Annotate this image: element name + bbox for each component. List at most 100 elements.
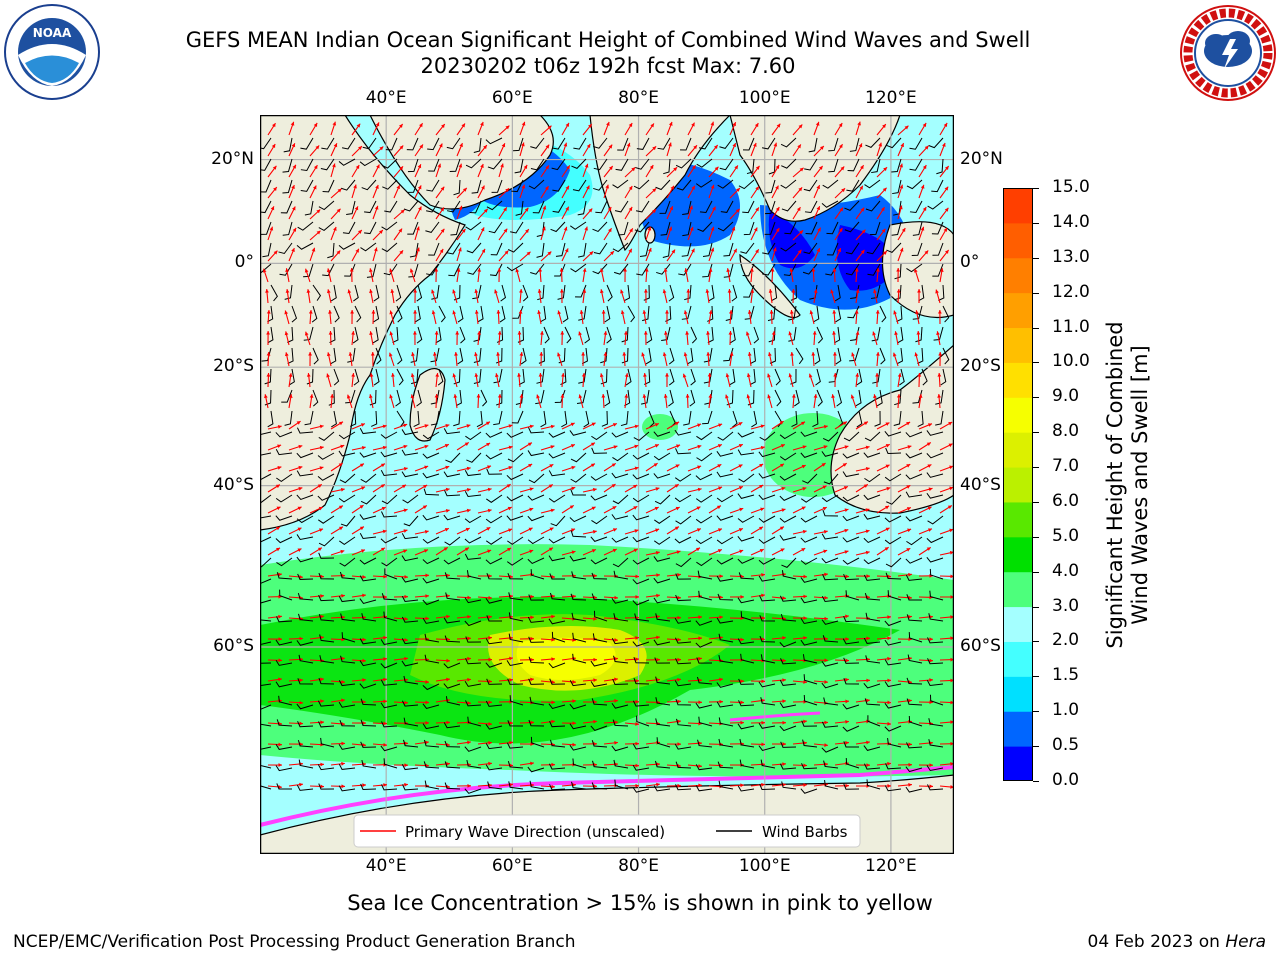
wave-arrow-head bbox=[340, 549, 345, 554]
lon-tick-label: 120°E bbox=[865, 856, 917, 876]
wind-barb bbox=[737, 515, 755, 523]
wind-barb bbox=[401, 616, 419, 623]
wind-barb bbox=[435, 326, 442, 344]
wave-arrow-head bbox=[390, 289, 395, 293]
wave-arrow-head bbox=[708, 394, 713, 398]
wind-barb bbox=[795, 347, 804, 365]
wave-arrow-head bbox=[845, 783, 849, 788]
wind-barb bbox=[864, 473, 881, 483]
wind-barb bbox=[444, 761, 461, 769]
wave-arrow-head bbox=[761, 679, 765, 684]
wind-barb bbox=[668, 284, 675, 302]
wave-arrow-head bbox=[714, 166, 719, 171]
wind-barb bbox=[716, 536, 734, 545]
wave-arrow-head bbox=[800, 421, 805, 426]
wave-arrow-head bbox=[551, 680, 555, 684]
wave-arrow-head bbox=[761, 573, 765, 577]
wave-arrow-head bbox=[276, 506, 281, 511]
wind-barb bbox=[846, 179, 860, 192]
wave-arrow-head bbox=[676, 550, 681, 554]
wind-barb bbox=[548, 536, 566, 544]
wave-arrow-head bbox=[431, 289, 435, 294]
wave-arrow-head bbox=[782, 762, 786, 767]
wave-arrow-head bbox=[838, 122, 843, 127]
wave-arrow-head bbox=[844, 528, 849, 533]
wind-barb bbox=[788, 326, 797, 342]
wave-arrow-head bbox=[647, 226, 652, 231]
wave-arrow-head bbox=[908, 742, 912, 747]
wind-barb bbox=[702, 242, 713, 257]
lon-tick-label: 80°E bbox=[618, 856, 659, 876]
wave-arrow-head bbox=[832, 268, 837, 272]
wave-arrow-head bbox=[425, 616, 429, 621]
wind-barb bbox=[260, 536, 272, 543]
wind-barb bbox=[823, 760, 839, 769]
wind-barb bbox=[702, 410, 713, 425]
wind-barb bbox=[549, 721, 566, 728]
wind-barb bbox=[779, 679, 797, 686]
colorbar-block bbox=[1003, 362, 1033, 398]
lon-tick-label: 40°E bbox=[365, 88, 407, 108]
colorbar-block bbox=[1003, 606, 1033, 642]
wave-arrow-head bbox=[635, 636, 639, 640]
wind-barb bbox=[529, 780, 545, 790]
wave-arrow-head bbox=[338, 463, 343, 467]
wind-barb bbox=[676, 179, 692, 191]
wave-arrow-head bbox=[717, 528, 722, 532]
wind-barb bbox=[800, 536, 818, 543]
wind-barb bbox=[416, 389, 422, 407]
wind-barb bbox=[906, 263, 923, 273]
wind-barb bbox=[784, 221, 797, 235]
wind-barb bbox=[340, 179, 356, 191]
wave-arrow-head bbox=[547, 251, 552, 256]
wind-barb bbox=[632, 578, 650, 585]
wave-arrow-head bbox=[284, 310, 289, 315]
wave-arrow-head bbox=[446, 614, 450, 619]
wave-arrow-head bbox=[341, 698, 345, 703]
wave-arrow-head bbox=[813, 289, 818, 293]
wind-barb bbox=[590, 536, 608, 542]
wind-barb bbox=[473, 137, 482, 153]
wind-barb bbox=[590, 557, 608, 565]
wind-barb bbox=[779, 641, 797, 648]
wind-barb bbox=[855, 389, 862, 407]
wind-barb bbox=[760, 759, 776, 769]
wave-arrow-head bbox=[551, 700, 555, 705]
wind-barb bbox=[571, 781, 587, 790]
wind-barb bbox=[804, 200, 818, 214]
wave-arrow-head bbox=[635, 657, 639, 662]
wave-arrow-head bbox=[297, 548, 302, 552]
wave-arrow-head bbox=[837, 248, 841, 253]
wind-barb bbox=[426, 263, 440, 276]
wave-arrow-head bbox=[570, 422, 575, 427]
wave-arrow-head bbox=[292, 164, 296, 169]
wind-barb bbox=[591, 572, 608, 580]
wind-barb bbox=[612, 179, 629, 189]
wave-arrow-head bbox=[633, 484, 638, 489]
wave-arrow-head bbox=[906, 464, 911, 468]
wave-arrow-head bbox=[718, 423, 723, 428]
wave-arrow-head bbox=[547, 125, 552, 130]
wave-arrow-head bbox=[697, 423, 702, 428]
wind-barb bbox=[528, 473, 545, 484]
colorbar-tick-label: 1.5 bbox=[1052, 665, 1080, 686]
wind-barb bbox=[834, 284, 841, 302]
wind-barb bbox=[885, 572, 902, 580]
wave-arrow-head bbox=[865, 466, 870, 471]
wave-arrow-head bbox=[851, 352, 855, 357]
wind-barb bbox=[591, 515, 608, 525]
wave-arrow-head bbox=[608, 166, 613, 170]
wave-arrow-head bbox=[299, 700, 303, 705]
wave-arrow-head bbox=[588, 208, 593, 213]
wave-arrow-head bbox=[907, 528, 912, 533]
wind-barb bbox=[716, 701, 734, 708]
wind-barb bbox=[675, 448, 692, 455]
wind-barb bbox=[668, 368, 675, 386]
wind-barb bbox=[318, 594, 335, 602]
wave-arrow-head bbox=[373, 247, 378, 252]
wind-barb bbox=[396, 305, 403, 323]
wave-arrow-head bbox=[759, 526, 764, 531]
wave-arrow-head bbox=[740, 679, 744, 684]
wave-arrow-head bbox=[527, 442, 532, 447]
wind-barb bbox=[593, 242, 608, 255]
